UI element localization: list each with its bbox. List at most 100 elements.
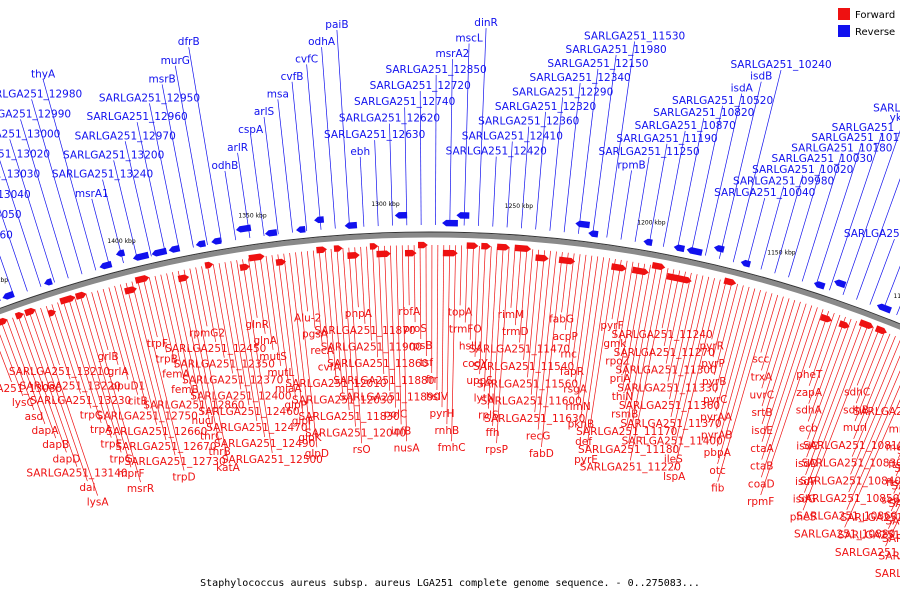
gene-label-leader (563, 83, 581, 233)
gene-label-leader (20, 119, 69, 279)
gene-label: nusA (394, 442, 421, 454)
gene-label-leader (856, 329, 880, 386)
forward-gene-arrow (466, 242, 479, 249)
reverse-gene-arrow (296, 226, 306, 233)
gene-label: ctaA (750, 443, 774, 455)
gene-label: murI (843, 422, 867, 434)
gene-label-leader (801, 153, 843, 282)
gene-label: coaD (748, 478, 775, 490)
gene-label: arlR (227, 142, 248, 154)
gene-label-leader (0, 255, 15, 297)
forward-gene-arrow (59, 295, 76, 305)
gene-label: SARLGA251_12750 (97, 411, 198, 423)
gene-label: SARLGA251_11560 (477, 378, 578, 390)
gene-label-leader (670, 275, 704, 418)
gene-label: pyrE (574, 454, 598, 466)
gene-label-leader (289, 252, 311, 431)
gene-label: SARLGA251_11330 (617, 382, 718, 394)
gene-label-leader (201, 266, 217, 343)
gene-label-leader (271, 255, 289, 383)
gene-label: SARLGA251_12290 (512, 86, 613, 98)
gene-label-leader (62, 300, 102, 424)
gene-label: zapA (796, 387, 823, 399)
gene-label-leader (855, 331, 885, 404)
gene-label-leader (519, 248, 528, 343)
reverse-gene-arrow (575, 220, 591, 229)
gene-label: SARLGA251_12350 (174, 359, 275, 371)
gene-label: SARLGA251_12730 (124, 456, 225, 468)
gene-label: SARLGA251_10640 (879, 550, 900, 562)
gene-label-leader (718, 81, 762, 259)
gene-label-leader (40, 307, 60, 366)
gene-label-leader (711, 280, 727, 340)
gene-label: SARLGA251_10950 (835, 547, 900, 559)
gene-label: gmk (603, 338, 627, 350)
gene-label-leader (577, 256, 599, 401)
gene-label-leader (378, 246, 385, 374)
gene-label: pheT (796, 369, 823, 381)
gene-label: SARLGA251_11860 (327, 358, 428, 370)
gene-label: SARLGA251_10560 (885, 516, 900, 528)
gene-label-leader (306, 64, 322, 230)
gene-label: SARLGA251_12990 (0, 108, 71, 120)
gene-label: lysC (12, 397, 34, 409)
gene-label-leader (774, 175, 804, 274)
gene-label: SARLGA251_12030 (292, 395, 393, 407)
gene-label: srtB (751, 407, 772, 419)
gene-label: glnR (245, 319, 269, 331)
gene-label-leader (348, 247, 363, 444)
gene-label-leader (662, 130, 686, 247)
gene-label-leader (527, 249, 540, 378)
gene-label-leader (263, 117, 279, 235)
gene-label: SARLGA251_10670 (875, 568, 900, 580)
reverse-gene-arrow (588, 230, 599, 238)
gene-label-leader (617, 261, 634, 355)
gene-label-leader (788, 164, 823, 278)
gene-label: SARLGA251_10820 (653, 107, 754, 119)
gene-label: dfrB (178, 36, 200, 48)
gene-label: fib (711, 483, 725, 495)
gene-label: SARLGA251_11370 (620, 418, 721, 430)
forward-gene-arrow (248, 253, 265, 262)
gene-label-leader (479, 246, 486, 375)
gene-label: SARLGA251_12150 (547, 58, 648, 70)
gene-label: SARLGA251_11470 (469, 344, 570, 356)
gene-label: SARLGA251_12420 (446, 146, 547, 158)
gene-label-leader (312, 250, 323, 345)
gene-label: trpB (156, 353, 178, 365)
gene-label: ileS (664, 453, 683, 465)
gene-label: katA (216, 462, 240, 474)
gene-label: SARLGA251_10240 (730, 59, 831, 71)
gene-label-leader (463, 43, 470, 226)
legend-reverse-swatch (838, 25, 850, 37)
gene-label-leader (23, 313, 78, 467)
gene-label-leader (492, 247, 504, 426)
gene-label: SARLGA251_12860 (143, 399, 244, 411)
gene-label: pheS (790, 511, 817, 523)
gene-label-leader (9, 139, 55, 283)
gene-label-leader (716, 288, 756, 429)
gene-label-leader (324, 249, 337, 378)
gene-label-leader (0, 209, 28, 292)
gene-label-leader (571, 254, 587, 366)
gene-label-leader (854, 333, 891, 422)
gene-label: SARLGA251_12950 (99, 92, 200, 104)
gene-label-leader (761, 296, 784, 371)
forward-gene-arrow (74, 291, 87, 300)
gene-label: SARLGA251_11630 (484, 413, 585, 425)
gene-label: rpmG2 (189, 327, 225, 339)
reverse-gene-arrow (264, 229, 278, 237)
forward-gene-arrow (134, 275, 150, 284)
gene-label: SARLGA251_10190 (811, 132, 900, 144)
gene-label: fabD (529, 448, 554, 460)
gene-label-leader (806, 320, 858, 458)
gene-label: msrA1 (75, 188, 109, 200)
gene-label-leader (807, 316, 846, 422)
gene-label-leader (161, 84, 194, 248)
gene-label: SARLGA251_10210 (832, 122, 900, 134)
gene-label: rsmB (611, 409, 638, 421)
gene-label-leader (359, 156, 365, 227)
gene-label: SARLGA251_13030 (0, 169, 40, 181)
gene-label-leader (846, 384, 900, 510)
gene-label: infB (391, 425, 411, 437)
